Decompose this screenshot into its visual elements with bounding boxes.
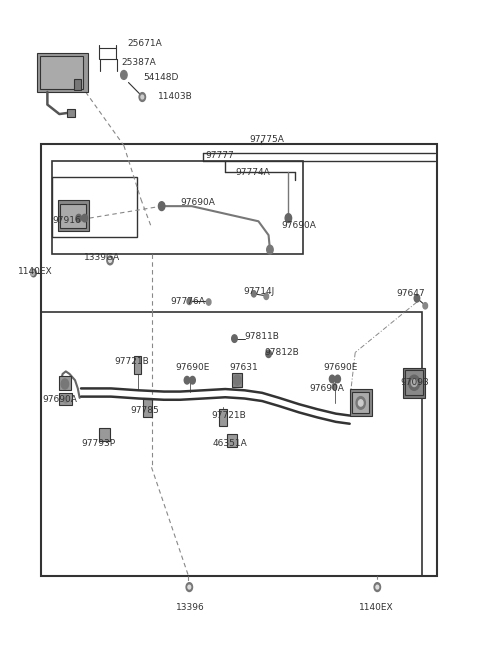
Circle shape <box>158 202 165 210</box>
Text: 97811B: 97811B <box>245 332 279 340</box>
Circle shape <box>120 70 127 79</box>
Text: 1339GA: 1339GA <box>84 254 120 262</box>
Circle shape <box>267 245 273 254</box>
Bar <box>403 368 425 398</box>
Bar <box>67 109 75 116</box>
Circle shape <box>61 379 69 389</box>
Circle shape <box>63 396 69 403</box>
Circle shape <box>76 214 82 222</box>
Bar <box>134 356 142 374</box>
Bar <box>60 376 71 390</box>
Circle shape <box>206 299 211 305</box>
Circle shape <box>190 376 195 384</box>
Circle shape <box>186 583 192 591</box>
Bar <box>52 177 137 237</box>
Circle shape <box>329 375 335 383</box>
Text: 97776A: 97776A <box>170 297 205 306</box>
Circle shape <box>335 375 340 383</box>
Circle shape <box>141 95 144 99</box>
Circle shape <box>188 585 191 589</box>
Text: 54148D: 54148D <box>143 73 179 82</box>
Text: 97093: 97093 <box>400 378 429 386</box>
Bar <box>405 370 423 396</box>
Circle shape <box>107 256 113 265</box>
Circle shape <box>31 269 36 277</box>
Circle shape <box>82 214 87 222</box>
Circle shape <box>359 399 363 406</box>
Circle shape <box>356 397 365 409</box>
Text: 1140EX: 1140EX <box>359 602 394 612</box>
Circle shape <box>234 375 241 385</box>
Text: 97690E: 97690E <box>324 363 358 372</box>
Text: 46351A: 46351A <box>212 440 247 449</box>
Bar <box>99 428 109 441</box>
Circle shape <box>408 375 420 390</box>
Circle shape <box>139 93 145 101</box>
Text: 97690A: 97690A <box>180 198 215 207</box>
Bar <box>227 434 237 447</box>
Bar <box>351 392 369 413</box>
Text: 97775A: 97775A <box>249 135 284 144</box>
Circle shape <box>266 350 271 357</box>
Bar <box>37 53 88 92</box>
Bar <box>58 200 89 231</box>
Bar <box>74 79 81 90</box>
Circle shape <box>423 303 428 309</box>
Text: 97690A: 97690A <box>43 395 78 403</box>
Circle shape <box>285 214 292 223</box>
Bar <box>232 373 242 386</box>
Text: 97721B: 97721B <box>115 357 149 366</box>
Circle shape <box>411 379 417 386</box>
Circle shape <box>376 585 379 589</box>
Circle shape <box>264 293 269 300</box>
Circle shape <box>232 335 237 342</box>
Text: 97812B: 97812B <box>264 348 299 357</box>
Text: 11403B: 11403B <box>158 92 193 101</box>
Bar <box>60 393 72 405</box>
Text: 97690A: 97690A <box>309 384 344 393</box>
Text: 97647: 97647 <box>396 289 425 298</box>
Text: 97631: 97631 <box>229 363 258 372</box>
Circle shape <box>252 290 256 297</box>
Bar <box>41 144 437 576</box>
Bar <box>41 312 422 576</box>
Text: 97777: 97777 <box>205 150 234 160</box>
Circle shape <box>187 298 192 305</box>
Circle shape <box>31 271 35 275</box>
Circle shape <box>374 583 381 591</box>
Bar <box>39 56 84 89</box>
Text: 97690E: 97690E <box>176 363 210 372</box>
Text: 97690A: 97690A <box>281 221 316 230</box>
Text: 25387A: 25387A <box>121 58 156 67</box>
Text: 97916: 97916 <box>52 215 81 225</box>
Text: 25671A: 25671A <box>127 39 162 48</box>
Bar <box>60 204 85 227</box>
Text: 97785: 97785 <box>131 406 159 415</box>
Bar <box>349 389 372 415</box>
Circle shape <box>184 376 190 384</box>
Text: 1140EX: 1140EX <box>18 267 52 276</box>
Text: 97774A: 97774A <box>235 168 270 177</box>
Bar <box>219 409 227 426</box>
Text: 13396: 13396 <box>177 602 205 612</box>
Text: 97793P: 97793P <box>81 440 115 449</box>
Circle shape <box>332 384 337 390</box>
Bar <box>52 161 303 254</box>
Text: 97721B: 97721B <box>211 411 246 420</box>
Bar <box>143 398 153 417</box>
Circle shape <box>414 294 420 302</box>
Text: 97714J: 97714J <box>243 287 275 296</box>
Circle shape <box>108 258 111 262</box>
